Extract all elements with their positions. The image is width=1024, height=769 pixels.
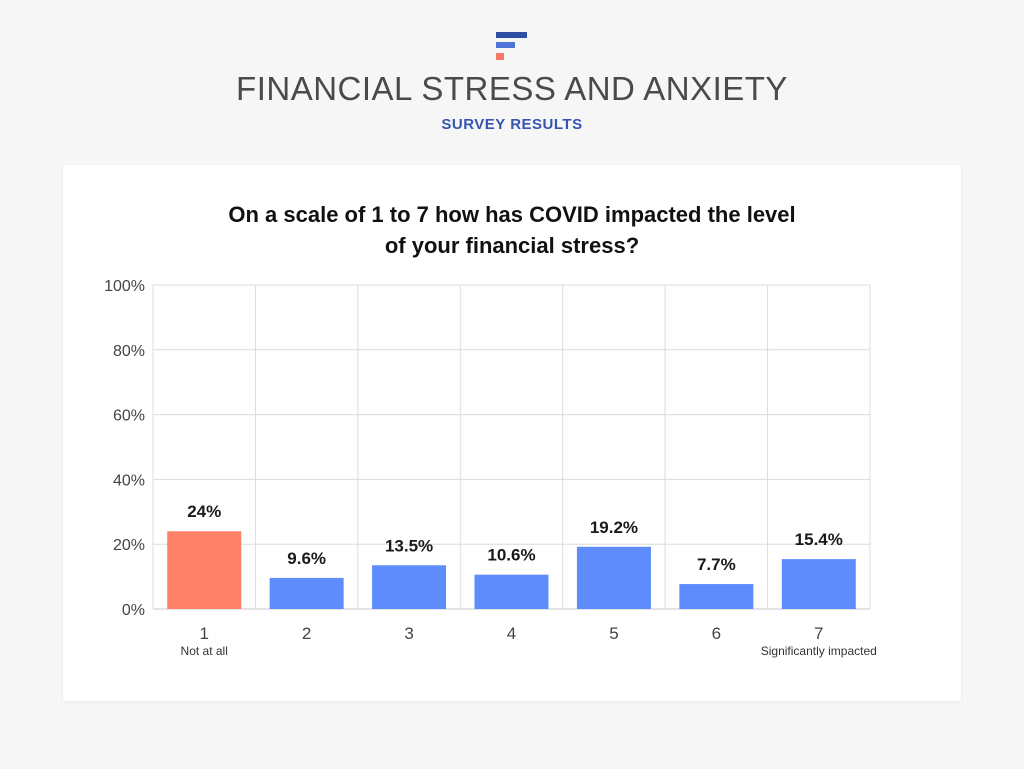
logo-bar-middle <box>496 42 515 48</box>
chart-title-line-2: of your financial stress? <box>384 233 640 258</box>
logo-bar-top <box>496 32 527 38</box>
x-tick-label: 7 <box>814 624 823 643</box>
x-tick-label: 1 <box>199 624 208 643</box>
bar-value-label: 24% <box>187 502 221 521</box>
y-tick-label: 40% <box>113 472 145 489</box>
page-title: FINANCIAL STRESS AND ANXIETY <box>236 70 788 107</box>
chart-title-line-1: On a scale of 1 to 7 how has COVID impac… <box>228 202 796 227</box>
bar-value-label: 19.2% <box>590 518 638 537</box>
brand-logo-icon <box>496 32 527 60</box>
x-tick-label: 6 <box>712 624 721 643</box>
bar-value-label: 9.6% <box>287 549 326 568</box>
logo-bar-bottom <box>496 53 504 60</box>
x-tick-label: 3 <box>404 624 413 643</box>
bar-value-label: 7.7% <box>697 555 736 574</box>
chart-card: On a scale of 1 to 7 how has COVID impac… <box>63 165 961 701</box>
page-subtitle: SURVEY RESULTS <box>441 116 583 133</box>
bar <box>167 531 242 609</box>
bar-value-label: 13.5% <box>385 536 433 555</box>
bar-value-label: 15.4% <box>795 530 843 549</box>
y-tick-label: 100% <box>104 278 145 295</box>
bar <box>576 546 651 609</box>
y-tick-label: 20% <box>113 537 145 554</box>
x-tick-label: 5 <box>609 624 618 643</box>
x-tick-label: 4 <box>507 624 516 643</box>
y-tick-label: 60% <box>113 408 145 425</box>
bar-value-label: 10.6% <box>487 546 535 565</box>
bar <box>372 565 447 609</box>
x-tick-label: 2 <box>302 624 311 643</box>
bar <box>474 574 549 609</box>
y-tick-label: 0% <box>122 602 145 619</box>
bar <box>781 559 856 609</box>
bar <box>269 577 344 609</box>
y-tick-label: 80% <box>113 343 145 360</box>
bar <box>679 584 754 609</box>
x-tick-sublabel: Significantly impacted <box>761 644 877 658</box>
x-tick-sublabel: Not at all <box>181 644 228 658</box>
chart-title: On a scale of 1 to 7 how has COVID impac… <box>63 199 961 261</box>
